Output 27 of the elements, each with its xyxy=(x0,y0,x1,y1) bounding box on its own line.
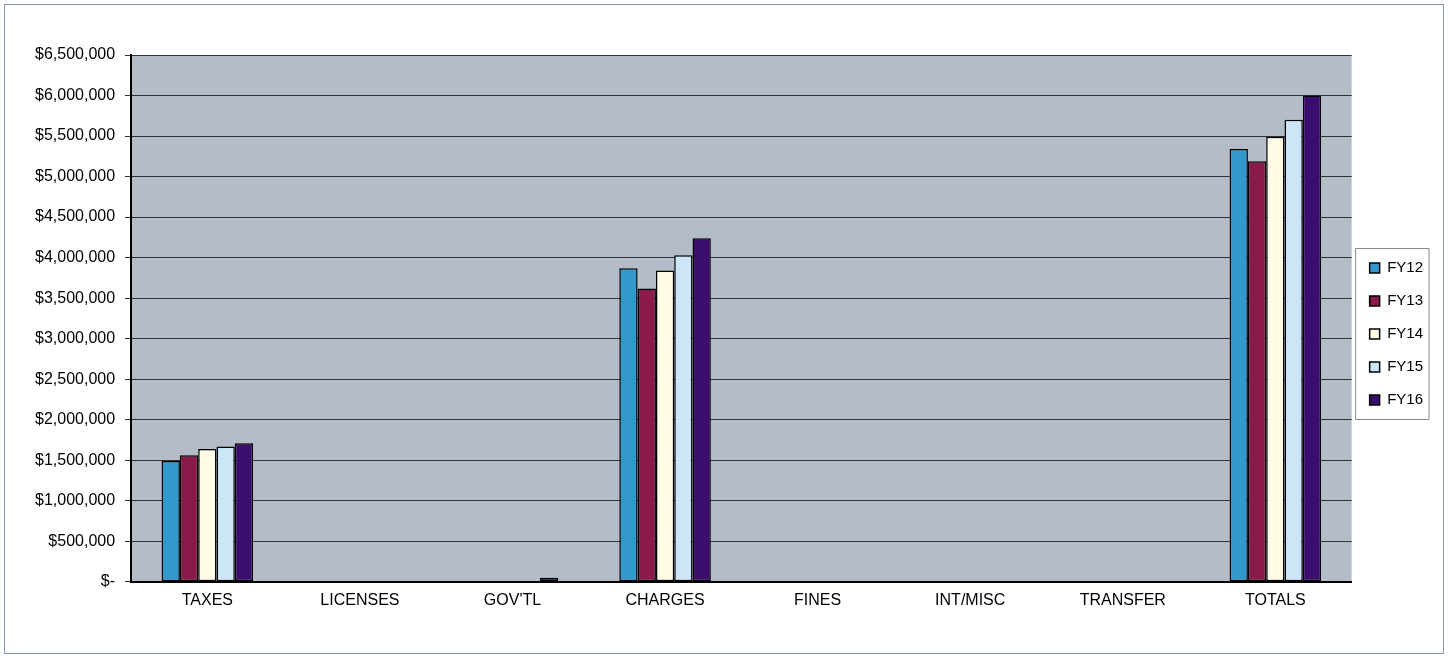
y-tick-label: $- xyxy=(100,572,116,590)
y-tick-label: $500,000 xyxy=(48,531,116,549)
legend-label: FY16 xyxy=(1387,390,1424,408)
y-tick-label: $5,000,000 xyxy=(35,166,116,184)
legend-label: FY13 xyxy=(1387,291,1424,309)
legend-label: FY15 xyxy=(1387,357,1424,375)
y-tick-label: $5,500,000 xyxy=(35,126,116,144)
x-tick-label: CHARGES xyxy=(625,590,705,608)
legend-label: FY14 xyxy=(1387,324,1424,342)
x-tick-label: LICENSES xyxy=(320,590,400,608)
y-tick-label: $4,500,000 xyxy=(35,207,116,225)
y-tick-label: $4,000,000 xyxy=(35,248,116,266)
x-tick-label: TRANSFER xyxy=(1079,590,1166,608)
x-tick-label: GOV'TL xyxy=(483,590,542,608)
x-tick-label: FINES xyxy=(794,590,842,608)
y-tick-label: $2,000,000 xyxy=(35,410,116,428)
x-tick-label: INT/MISC xyxy=(935,590,1006,608)
y-tick-label: $6,500,000 xyxy=(35,45,116,63)
y-tick-label: $6,000,000 xyxy=(35,85,116,103)
y-tick-label: $3,500,000 xyxy=(35,288,116,306)
y-tick-label: $1,000,000 xyxy=(35,491,116,509)
y-tick-label: $1,500,000 xyxy=(35,450,116,468)
x-tick-label: TOTALS xyxy=(1244,590,1306,608)
x-tick-label: TAXES xyxy=(181,590,233,608)
legend-label: FY12 xyxy=(1387,258,1424,276)
y-tick-label: $3,000,000 xyxy=(35,329,116,347)
y-tick-label: $2,500,000 xyxy=(35,369,116,387)
